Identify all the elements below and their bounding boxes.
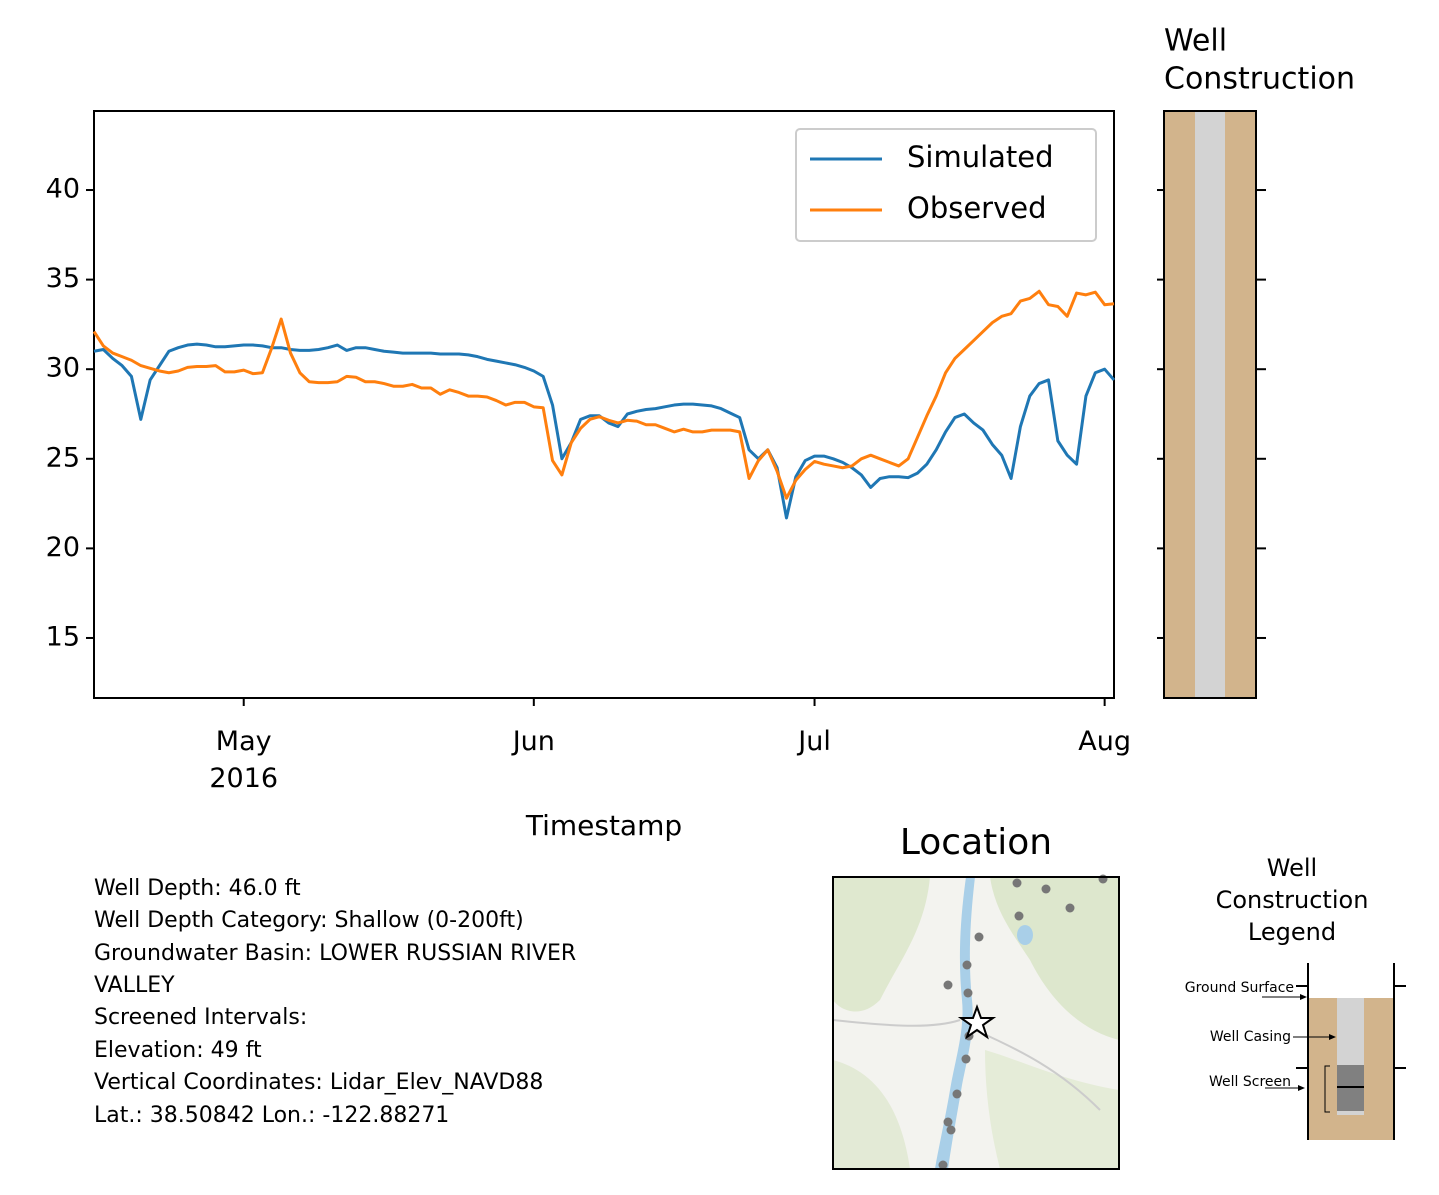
info-line: Well Depth: 46.0 ft <box>94 876 301 901</box>
map-river <box>935 877 975 1169</box>
legend: Simulated Observed <box>795 128 1097 242</box>
y-tick-label: 30 <box>46 353 80 384</box>
y-tick-label: 35 <box>46 263 80 294</box>
series-line <box>92 289 1115 500</box>
map-forest <box>985 1050 1119 1169</box>
map-well <box>963 988 973 998</box>
map-frame <box>832 876 1120 1170</box>
diagram-arrowhead <box>1329 1034 1336 1040</box>
y-tick-label: 40 <box>46 174 80 205</box>
map-forest <box>833 1060 910 1169</box>
y-tick-label: 25 <box>46 442 80 473</box>
map-well <box>952 1089 962 1099</box>
map-well <box>943 1117 953 1127</box>
map-well <box>1065 903 1075 913</box>
map-well <box>938 1160 948 1170</box>
map <box>832 874 1120 1170</box>
legend-label: Observed <box>907 191 1047 225</box>
x-axis-label: Timestamp <box>525 809 682 842</box>
diagram-bracket <box>1324 1065 1330 1113</box>
y-tick-label: 15 <box>46 621 80 652</box>
x-tick-label: Jun <box>512 726 555 757</box>
map-road <box>832 1019 1101 1111</box>
diagram-label: Ground Surface <box>1185 980 1294 996</box>
map-forest <box>833 877 930 1012</box>
y-tick-label: 20 <box>46 532 80 563</box>
x-tick-label: Aug <box>1078 726 1131 757</box>
legend-title: Legend <box>1248 918 1336 946</box>
plot-frame <box>93 110 1115 699</box>
map-well <box>974 932 984 942</box>
map-well <box>946 1125 956 1135</box>
map-well <box>961 1054 971 1064</box>
info-line: Screened Intervals: <box>94 1005 307 1030</box>
map-well <box>1012 878 1022 888</box>
diagram-label: Well Casing <box>1210 1029 1291 1045</box>
map-lake <box>1017 925 1033 945</box>
map-wells <box>938 874 1108 1170</box>
diagram-arrowhead <box>1300 994 1307 1000</box>
map-well <box>962 960 972 970</box>
well-diagram: Ground Surface Well Casing Well Screen <box>1185 963 1406 1140</box>
legend-box <box>795 128 1097 242</box>
legend-title: Well <box>1267 854 1317 882</box>
map-well <box>1014 911 1024 921</box>
info-line: VALLEY <box>94 973 175 998</box>
diagram-label: Well Screen <box>1209 1074 1291 1090</box>
info-line: Lat.: 38.50842 Lon.: -122.88271 <box>94 1103 449 1128</box>
map-star <box>957 1004 997 1040</box>
info-line: Groundwater Basin: LOWER RUSSIAN RIVER <box>94 941 576 966</box>
legend-title: Construction <box>1216 886 1369 914</box>
legend-label: Simulated <box>907 140 1054 174</box>
x-tick-label: Jul <box>798 726 831 757</box>
info-line: Elevation: 49 ft <box>94 1038 262 1063</box>
well-title: Construction <box>1164 62 1355 97</box>
info: Well Depth: 46.0 ft Well Depth Category:… <box>94 876 576 1128</box>
x-tick-label: May 2016 <box>209 726 279 794</box>
info-line: Vertical Coordinates: Lidar_Elev_NAVD88 <box>94 1070 543 1095</box>
well-title: Well <box>1164 24 1227 59</box>
location-title: Location <box>900 822 1052 863</box>
diagram-arrowhead <box>1298 1085 1305 1091</box>
map-well <box>1041 884 1051 894</box>
info-line: Well Depth Category: Shallow (0-200ft) <box>94 908 524 933</box>
map-well <box>943 980 953 990</box>
well-frame <box>1163 110 1257 699</box>
map-well <box>1098 874 1108 884</box>
well-casing <box>1195 111 1225 698</box>
